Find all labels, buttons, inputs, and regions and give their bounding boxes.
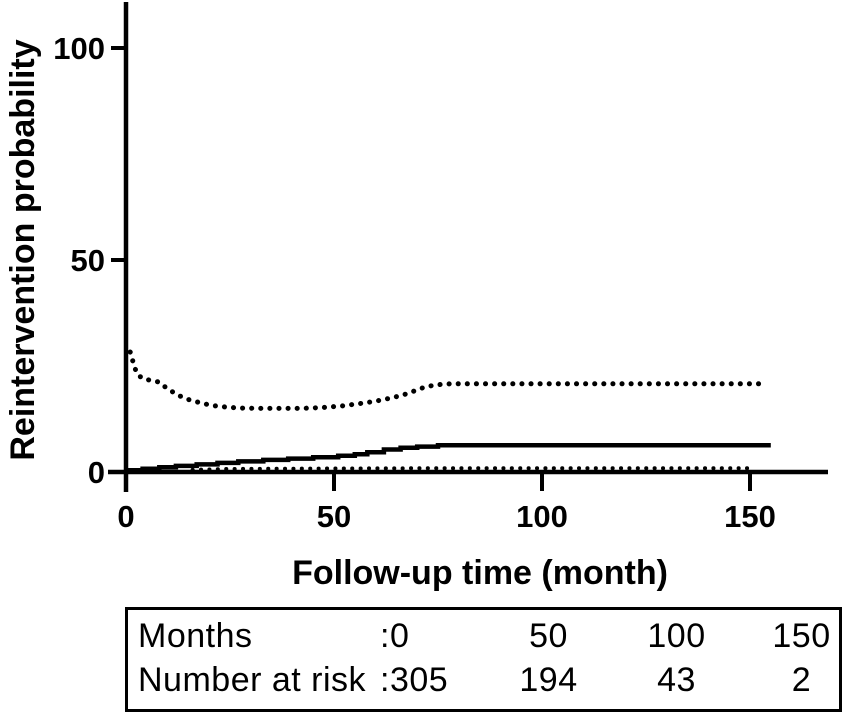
table-row-number-at-risk: Number at risk :305 194 43 2 xyxy=(128,657,839,703)
y-axis-title: Reintervention probability xyxy=(4,39,42,460)
survival-curves xyxy=(126,349,771,473)
cell-value: 194 xyxy=(519,661,578,699)
x-axis-tick-labels: 0 50 100 150 xyxy=(117,499,775,534)
cell-value: 2 xyxy=(791,661,812,699)
x-tick-label: 100 xyxy=(516,499,568,534)
reintervention-cumulative-incidence xyxy=(126,443,771,473)
cell-value: 150 xyxy=(772,617,831,655)
x-tick-label: 150 xyxy=(724,499,776,534)
cell-value: :305 xyxy=(380,661,449,699)
upper-95ci-band xyxy=(127,349,765,411)
x-axis-ticks xyxy=(124,472,752,491)
cell-value: 100 xyxy=(647,617,706,655)
x-axis-title: Follow-up time (month) xyxy=(292,554,668,592)
x-tick-label: 0 xyxy=(117,499,134,534)
cell-value: :0 xyxy=(380,617,410,655)
x-tick-label: 50 xyxy=(317,499,351,534)
y-axis-tick-labels: 0 50 100 xyxy=(53,31,105,490)
y-axis-ticks xyxy=(111,46,126,474)
table-row-months: Months :0 50 100 150 xyxy=(128,613,839,659)
lower-95ci-band xyxy=(190,466,752,472)
y-tick-label: 0 xyxy=(88,455,105,490)
y-tick-label: 50 xyxy=(71,243,105,278)
y-tick-label: 100 xyxy=(53,31,105,66)
row-label: Number at risk xyxy=(138,661,367,699)
cell-value: 43 xyxy=(657,661,696,699)
number-at-risk-table: Months :0 50 100 150 Number at risk :305… xyxy=(125,607,842,712)
cell-value: 50 xyxy=(529,617,568,655)
row-label: Months xyxy=(138,617,253,655)
